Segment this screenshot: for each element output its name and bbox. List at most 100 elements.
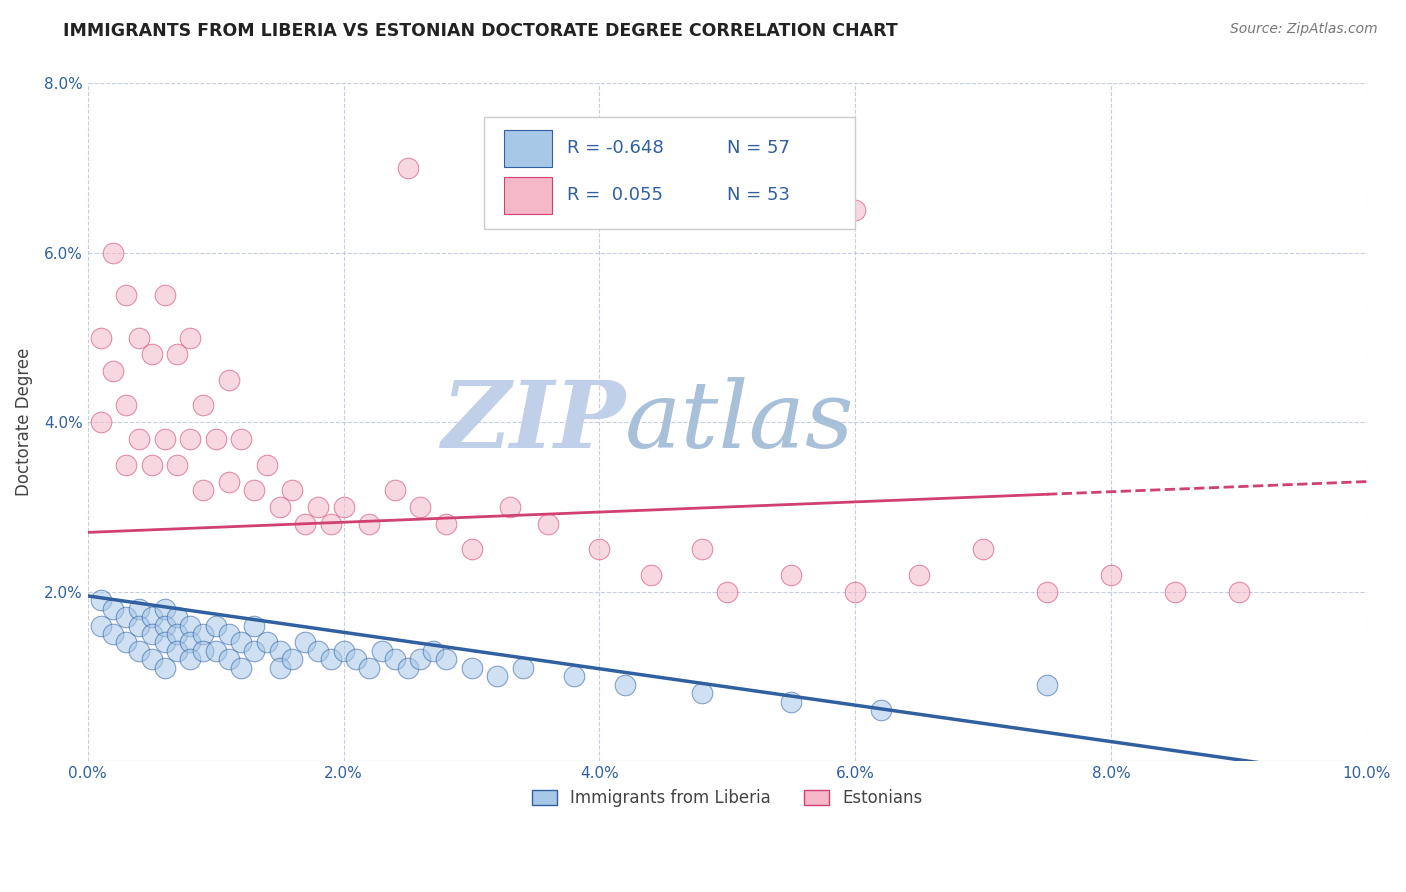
Point [153, 635, 176, 649]
Point [256, 458, 278, 472]
Point [204, 618, 226, 632]
Y-axis label: Doctorate Degree: Doctorate Degree [15, 348, 32, 497]
Point [218, 475, 240, 489]
Text: N = 57: N = 57 [727, 139, 790, 157]
Point [294, 635, 316, 649]
Text: R =  0.055: R = 0.055 [568, 186, 664, 204]
Point [780, 695, 803, 709]
Point [384, 652, 406, 666]
Legend: Immigrants from Liberia, Estonians: Immigrants from Liberia, Estonians [526, 782, 929, 814]
Point [869, 703, 891, 717]
Point [690, 542, 713, 557]
Point [434, 516, 457, 531]
Point [588, 178, 610, 192]
Point [191, 627, 214, 641]
Point [486, 669, 509, 683]
Point [218, 627, 240, 641]
Point [269, 661, 291, 675]
FancyBboxPatch shape [484, 118, 855, 229]
Point [1036, 678, 1059, 692]
Point [128, 432, 150, 446]
Point [243, 483, 266, 497]
Text: Source: ZipAtlas.com: Source: ZipAtlas.com [1230, 22, 1378, 37]
Point [1036, 584, 1059, 599]
Point [396, 161, 419, 176]
Point [153, 601, 176, 615]
Point [204, 644, 226, 658]
Point [153, 432, 176, 446]
Point [307, 500, 329, 514]
Point [128, 618, 150, 632]
Point [243, 644, 266, 658]
Point [115, 288, 138, 302]
Point [103, 364, 125, 378]
Point [346, 652, 368, 666]
Point [179, 432, 201, 446]
Point [166, 610, 188, 624]
Point [307, 644, 329, 658]
FancyBboxPatch shape [503, 129, 553, 167]
Point [153, 618, 176, 632]
Point [128, 601, 150, 615]
Point [409, 500, 432, 514]
Point [332, 644, 354, 658]
Text: R = -0.648: R = -0.648 [568, 139, 664, 157]
Point [153, 288, 176, 302]
Point [640, 567, 662, 582]
Point [294, 516, 316, 531]
Point [166, 644, 188, 658]
Point [166, 458, 188, 472]
Text: N = 53: N = 53 [727, 186, 790, 204]
Point [359, 661, 381, 675]
Point [90, 593, 112, 607]
Point [103, 245, 125, 260]
Point [141, 610, 163, 624]
Point [434, 652, 457, 666]
Point [588, 542, 610, 557]
Text: IMMIGRANTS FROM LIBERIA VS ESTONIAN DOCTORATE DEGREE CORRELATION CHART: IMMIGRANTS FROM LIBERIA VS ESTONIAN DOCT… [63, 22, 898, 40]
Point [690, 686, 713, 700]
Point [90, 415, 112, 429]
Point [396, 661, 419, 675]
Point [231, 635, 253, 649]
Point [614, 678, 637, 692]
Point [844, 584, 866, 599]
Point [460, 661, 482, 675]
Point [512, 661, 534, 675]
Point [115, 635, 138, 649]
Point [499, 500, 522, 514]
Point [1099, 567, 1122, 582]
Point [115, 610, 138, 624]
Point [179, 635, 201, 649]
Point [166, 627, 188, 641]
Point [243, 618, 266, 632]
Point [179, 618, 201, 632]
Point [141, 347, 163, 361]
Point [537, 516, 560, 531]
Point [281, 652, 304, 666]
Point [191, 398, 214, 412]
Point [90, 618, 112, 632]
Point [128, 644, 150, 658]
Point [256, 635, 278, 649]
Point [166, 347, 188, 361]
Point [115, 458, 138, 472]
Point [141, 458, 163, 472]
Point [218, 373, 240, 387]
Point [716, 584, 738, 599]
Point [908, 567, 931, 582]
Point [191, 483, 214, 497]
Point [90, 330, 112, 344]
Point [384, 483, 406, 497]
Point [281, 483, 304, 497]
Point [371, 644, 394, 658]
Point [153, 661, 176, 675]
Point [422, 644, 444, 658]
Point [179, 652, 201, 666]
Point [141, 627, 163, 641]
Point [780, 567, 803, 582]
FancyBboxPatch shape [503, 177, 553, 214]
Point [231, 661, 253, 675]
Point [204, 432, 226, 446]
Point [269, 500, 291, 514]
